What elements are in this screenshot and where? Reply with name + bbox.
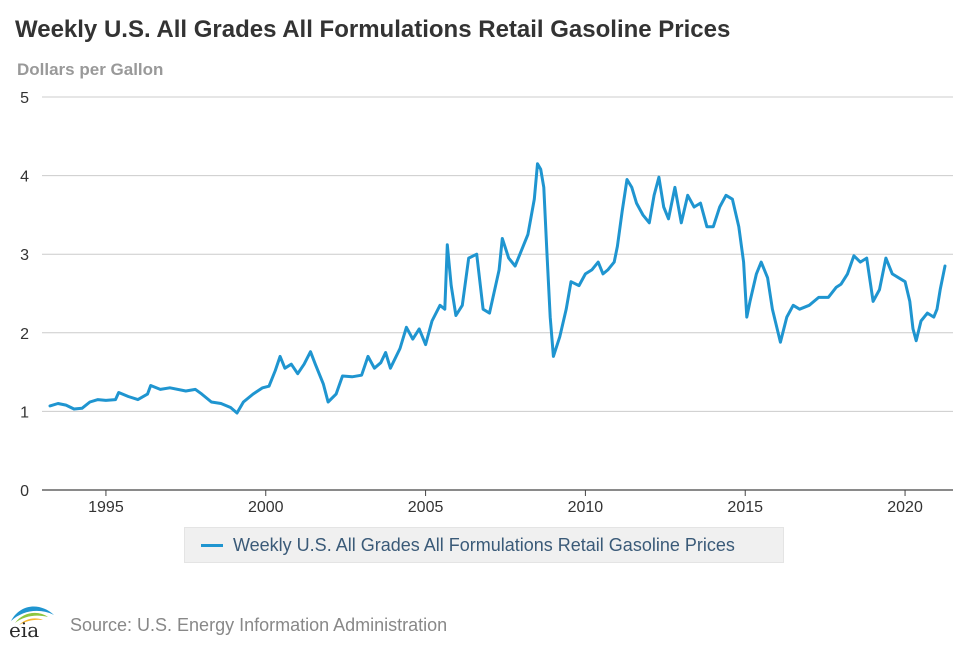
grid-lines	[42, 96, 953, 491]
x-tick-label: 2015	[727, 499, 763, 516]
y-tick-label: 3	[20, 247, 29, 264]
y-tick-label: 1	[20, 404, 29, 421]
legend-swatch	[201, 543, 223, 547]
x-tick-label: 2005	[408, 499, 444, 516]
legend-label: Weekly U.S. All Grades All Formulations …	[233, 534, 735, 555]
x-tick-label: 2020	[887, 499, 923, 516]
axis-labels: 0 1 2 3 4 5 1995 2000 2005 2010 2015 2020	[20, 90, 923, 516]
y-tick-label: 0	[20, 483, 29, 500]
y-tick-label: 5	[20, 90, 29, 107]
logo-arc-blue	[11, 606, 54, 621]
chart-subtitle: Dollars per Gallon	[17, 60, 164, 79]
x-tick-label: 2000	[248, 499, 284, 516]
y-tick-label: 2	[20, 326, 29, 343]
x-tick-label: 1995	[88, 499, 124, 516]
series-lines	[48, 162, 947, 415]
logo-text: eia	[9, 618, 39, 640]
eia-logo: eia	[9, 606, 54, 640]
y-tick-label: 4	[20, 169, 29, 186]
logo-arc-green	[15, 612, 48, 623]
source-note: Source: U.S. Energy Information Administ…	[70, 615, 448, 635]
logo-arc-yellow	[19, 618, 43, 625]
legend[interactable]: Weekly U.S. All Grades All Formulations …	[184, 527, 784, 563]
chart-title: Weekly U.S. All Grades All Formulations …	[15, 16, 731, 43]
series-line-0	[48, 162, 947, 415]
x-tick-label: 2010	[568, 499, 604, 516]
